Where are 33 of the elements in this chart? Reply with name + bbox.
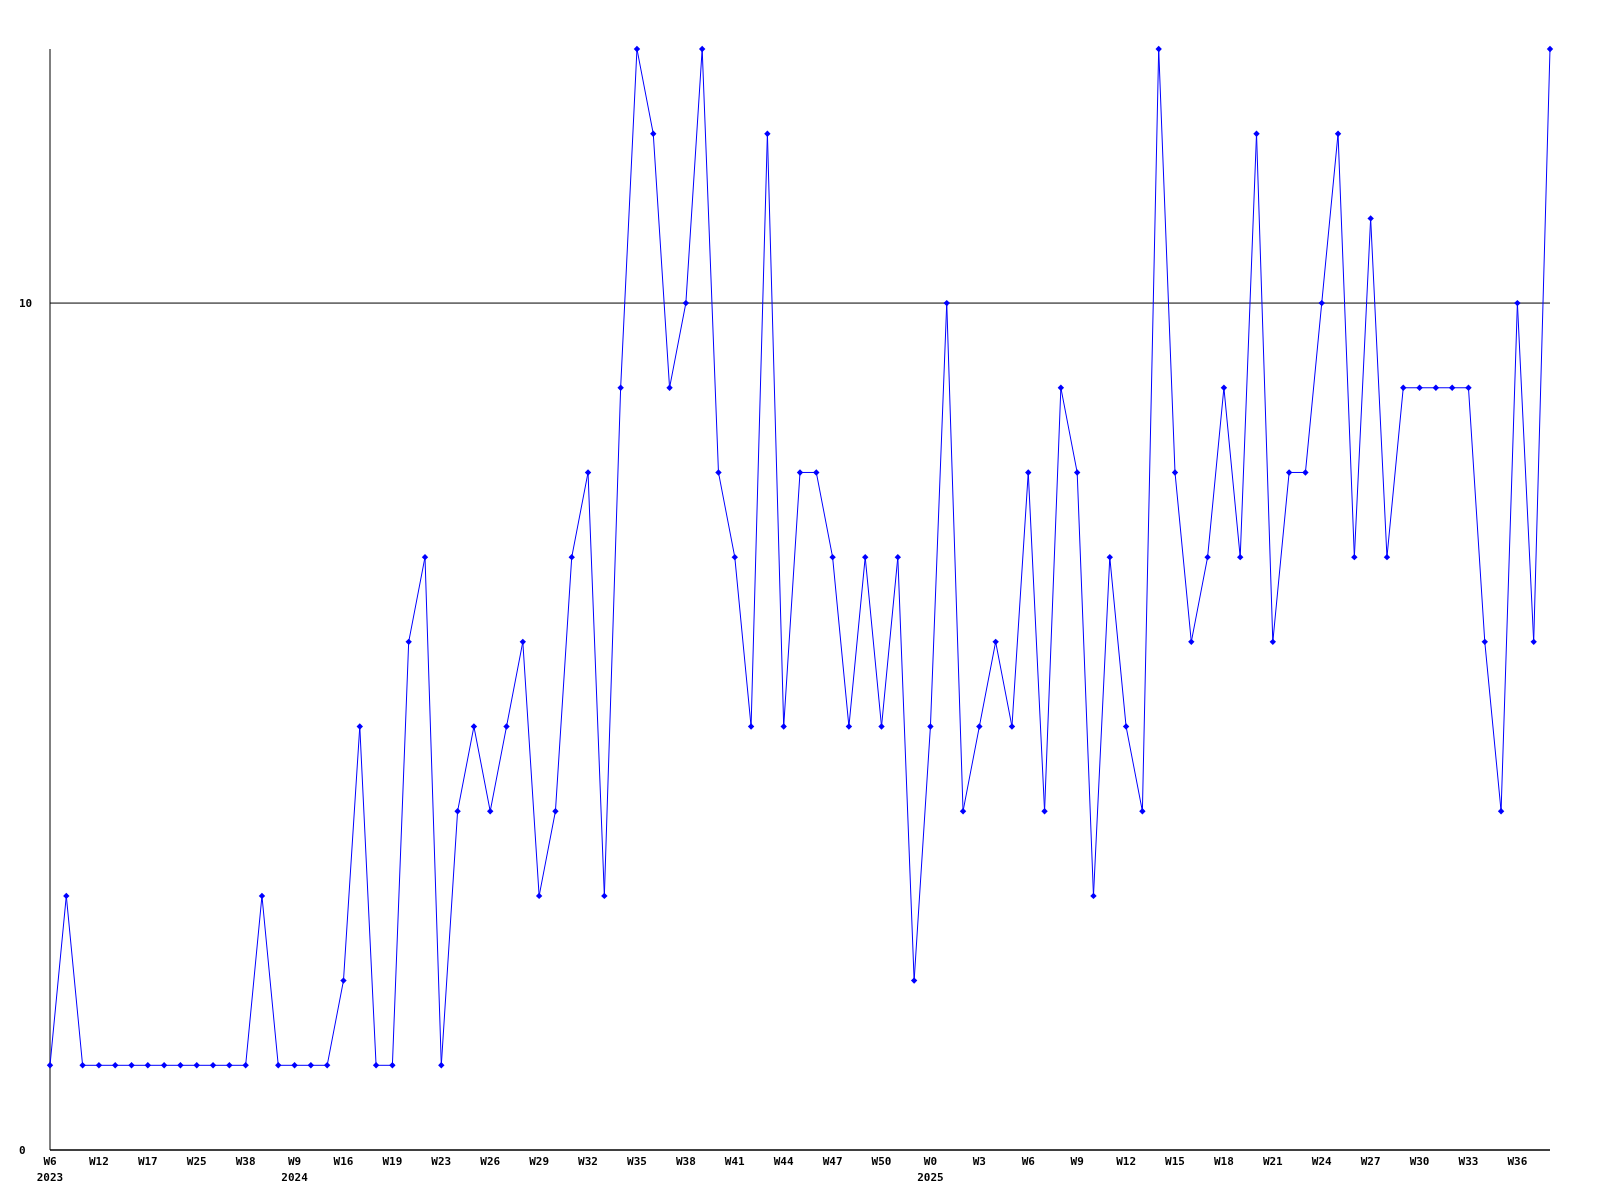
x-tick-label: W12: [88, 1155, 109, 1168]
x-tick-label: W44: [773, 1155, 794, 1168]
x-tick-label: W50: [871, 1155, 892, 1168]
x-tick-label: W30: [1409, 1155, 1430, 1168]
x-tick-label: W24: [1311, 1155, 1333, 1168]
x-tick-label: W33: [1458, 1155, 1479, 1168]
x-tick-label: W38: [235, 1155, 256, 1168]
x-tick-label: W23: [431, 1155, 452, 1168]
x-tick-label: W32: [578, 1155, 598, 1168]
x-tick-label: W21: [1262, 1155, 1284, 1168]
x-tick-label: W12: [1116, 1155, 1137, 1168]
x-tick-label: W18: [1213, 1155, 1234, 1168]
x-tick-label: W16: [333, 1155, 354, 1168]
x-tick-label: W6 2023: [36, 1155, 64, 1184]
x-tick-label: W35: [627, 1155, 647, 1168]
x-tick-label: W47: [822, 1155, 843, 1168]
x-tick-label: W25: [186, 1155, 207, 1168]
x-tick-label: W26: [480, 1155, 501, 1168]
x-tick-label: W38: [675, 1155, 696, 1168]
x-tick-label: W36: [1507, 1155, 1528, 1168]
x-tick-label: W0 2025: [917, 1155, 944, 1184]
x-tick-label: W27: [1360, 1155, 1381, 1168]
x-tick-label: W6: [1021, 1155, 1036, 1168]
x-tick-label: W9: [1070, 1155, 1084, 1168]
x-tick-label: W19: [382, 1155, 403, 1168]
x-tick-label: W29: [529, 1155, 550, 1168]
x-tick-label: W17: [137, 1155, 158, 1168]
x-tick-label: W15: [1165, 1155, 1185, 1168]
x-tick-label: W9 2024: [281, 1155, 309, 1184]
y-tick-label: 0: [19, 1144, 26, 1157]
x-tick-label: W3: [972, 1155, 986, 1168]
x-tick-label: W41: [724, 1155, 746, 1168]
y-tick-label: 10: [19, 297, 33, 311]
